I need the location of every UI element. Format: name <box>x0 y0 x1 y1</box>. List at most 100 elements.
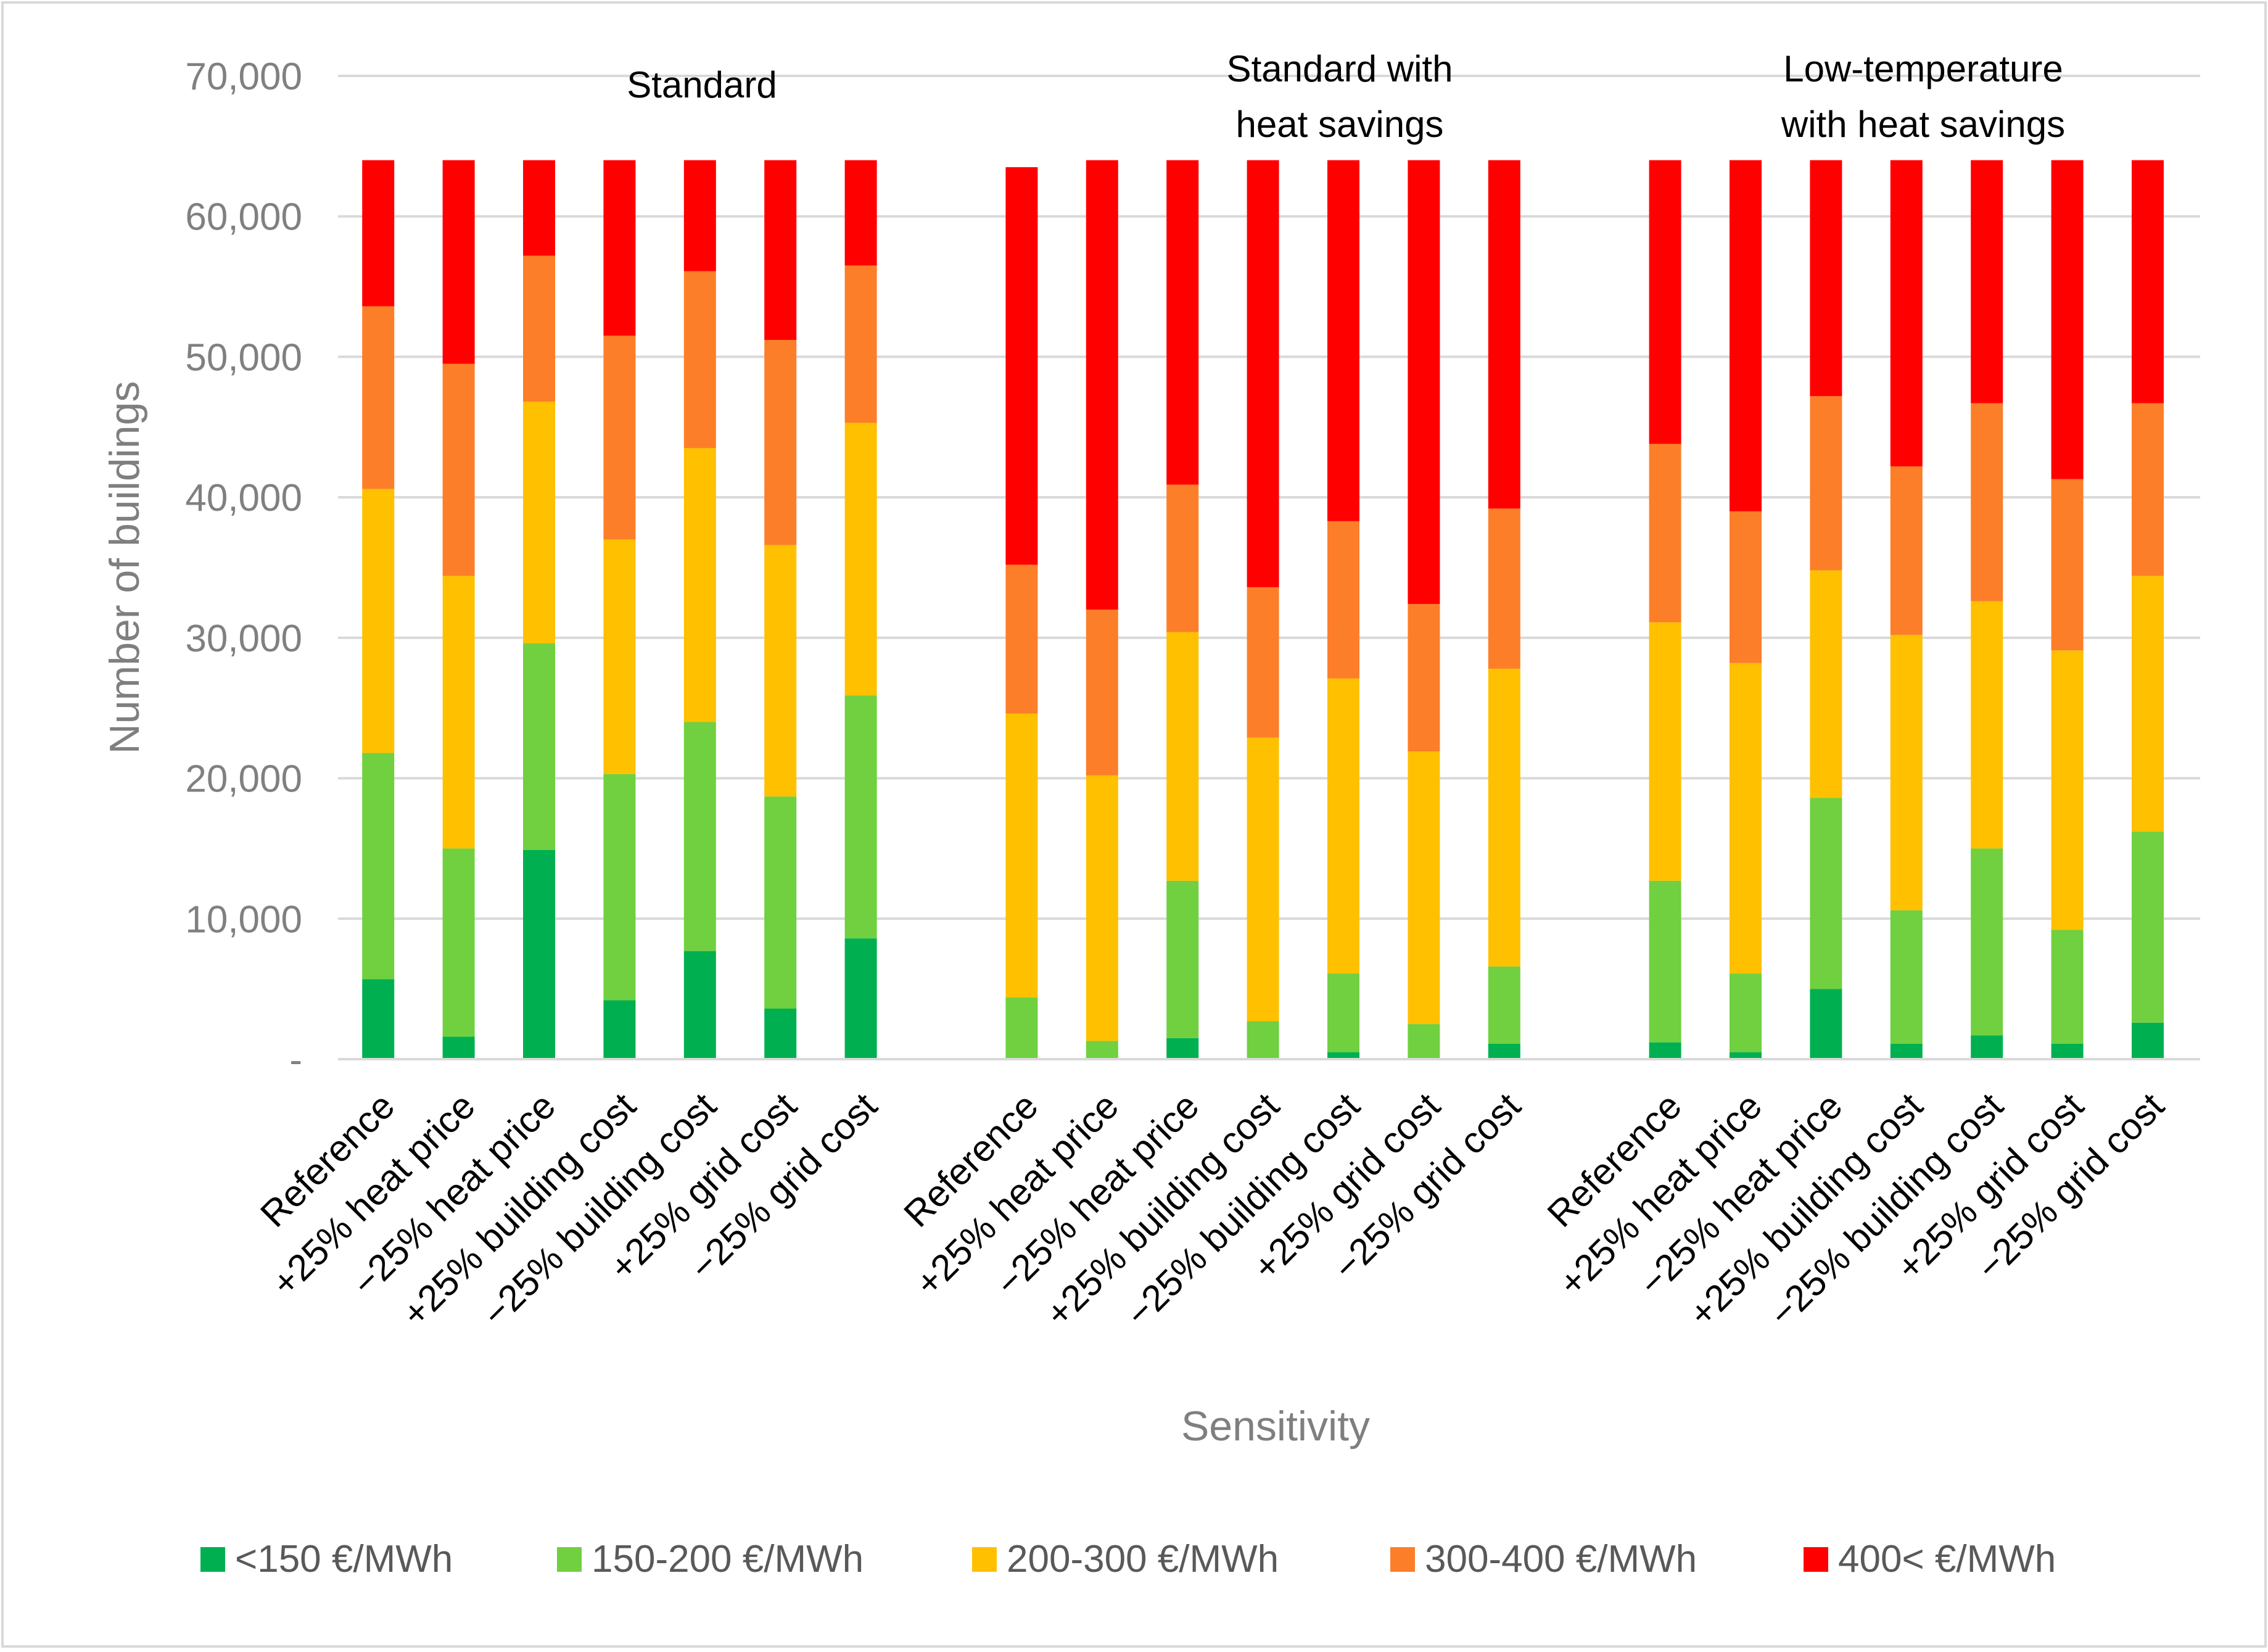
legend-swatch <box>1390 1547 1415 1572</box>
bar-segment <box>2132 832 2164 1023</box>
bar-segment <box>1890 910 1923 1044</box>
bar-segment <box>2051 1043 2084 1059</box>
legend-label: 150-200 €/MWh <box>592 1538 864 1580</box>
bars <box>362 160 2164 1059</box>
bar-segment <box>1730 1052 1762 1059</box>
axes: - 10,000 20,000 30,000 40,000 50,000 60,000 70,… <box>101 56 2200 1450</box>
bar-segment <box>1327 678 1359 974</box>
bar-segment <box>1730 663 1762 974</box>
bar-segment <box>1649 1042 1681 1059</box>
bar-segment <box>2132 576 2164 832</box>
bar-segment <box>2051 479 2084 651</box>
bar-segment <box>362 753 395 980</box>
bar-segment <box>1086 1041 1118 1059</box>
legend-label: 300-400 €/MWh <box>1425 1538 1697 1580</box>
bar-segment <box>844 423 877 696</box>
bar-segment <box>844 265 877 423</box>
legend-label: 200-300 €/MWh <box>1007 1538 1279 1580</box>
legend-swatch <box>557 1547 582 1572</box>
bar-segment <box>523 160 555 256</box>
bar-segment <box>764 160 797 341</box>
bar-segment <box>844 695 877 939</box>
y-tick-label: 50,000 <box>185 336 302 379</box>
group-label: Standard <box>627 64 777 105</box>
bar-segment <box>1730 973 1762 1052</box>
bar-segment <box>1890 635 1923 911</box>
bar-segment <box>1166 160 1199 485</box>
bar-segment <box>1327 160 1359 521</box>
bar-segment <box>1247 160 1279 587</box>
group-label: Standard with <box>1227 48 1453 89</box>
bar-segment <box>1488 508 1520 669</box>
bar-segment <box>362 489 395 753</box>
bar-segment <box>1810 798 1842 989</box>
y-tick-label: 40,000 <box>185 477 302 519</box>
legend-swatch <box>1804 1547 1828 1572</box>
bar-segment <box>1810 160 1842 397</box>
bar-segment <box>1488 160 1520 509</box>
group-label: Low-temperature <box>1783 48 2063 89</box>
bar-segment <box>1005 564 1038 714</box>
bar-segment <box>442 160 475 364</box>
bar-segment <box>1890 160 1923 467</box>
bar-segment <box>683 160 716 271</box>
bar-segment <box>1247 737 1279 1022</box>
y-tick-label: 60,000 <box>185 196 302 239</box>
bar-segment <box>2051 650 2084 930</box>
bar-segment <box>1971 403 2003 601</box>
bar-segment <box>523 255 555 402</box>
bar-segment <box>362 979 395 1059</box>
bar-segment <box>442 363 475 576</box>
bar-segment <box>442 1036 475 1059</box>
legend: <150 €/MWh 150-200 €/MWh 200-300 €/MWh 300-… <box>200 1538 2056 1580</box>
bar-segment <box>523 402 555 643</box>
bar-segment <box>2051 930 2084 1044</box>
y-tick-label: - <box>289 1039 302 1081</box>
bar-segment <box>1086 160 1118 610</box>
x-axis-title: Sensitivity <box>1181 1403 1370 1450</box>
bar-segment <box>1649 160 1681 444</box>
bar-segment <box>1649 880 1681 1043</box>
bar-segment <box>1166 632 1199 881</box>
bar-segment <box>1810 989 1842 1059</box>
bar-segment <box>1810 396 1842 571</box>
bar-segment <box>764 1009 797 1059</box>
bar-segment <box>683 951 716 1059</box>
bar-segment <box>844 938 877 1059</box>
bar-segment <box>1408 751 1440 1025</box>
y-tick-label: 30,000 <box>185 617 302 660</box>
bar-segment <box>1166 880 1199 1038</box>
bar-segment <box>1649 444 1681 622</box>
bar-segment <box>1005 167 1038 565</box>
bar-segment <box>603 160 636 336</box>
y-tick-label: 20,000 <box>185 758 302 801</box>
bar-segment <box>523 643 555 850</box>
bar-segment <box>1247 1021 1279 1059</box>
legend-label: 400< €/MWh <box>1838 1538 2056 1580</box>
y-axis-title: Number of buildings <box>101 381 148 754</box>
bar-segment <box>603 774 636 1001</box>
bar-segment <box>1247 587 1279 738</box>
bar-segment <box>1166 484 1199 632</box>
bar-segment <box>1086 609 1118 776</box>
bar-segment <box>683 722 716 951</box>
bar-segment <box>1890 466 1923 635</box>
bar-segment <box>1488 966 1520 1044</box>
bar-segment <box>1166 1038 1199 1059</box>
bar-segment <box>683 271 716 448</box>
bar-segment <box>1971 1035 2003 1059</box>
group-label: heat savings <box>1236 104 1444 145</box>
bar-segment <box>844 160 877 266</box>
bar-segment <box>1971 601 2003 849</box>
bar-segment <box>1649 622 1681 881</box>
bar-segment <box>1327 973 1359 1052</box>
bar-segment <box>1971 848 2003 1036</box>
bar-segment <box>2132 403 2164 576</box>
y-tick-label: 70,000 <box>185 56 302 98</box>
bar-segment <box>764 545 797 797</box>
y-tick-label: 10,000 <box>185 898 302 941</box>
bar-segment <box>1327 1052 1359 1059</box>
